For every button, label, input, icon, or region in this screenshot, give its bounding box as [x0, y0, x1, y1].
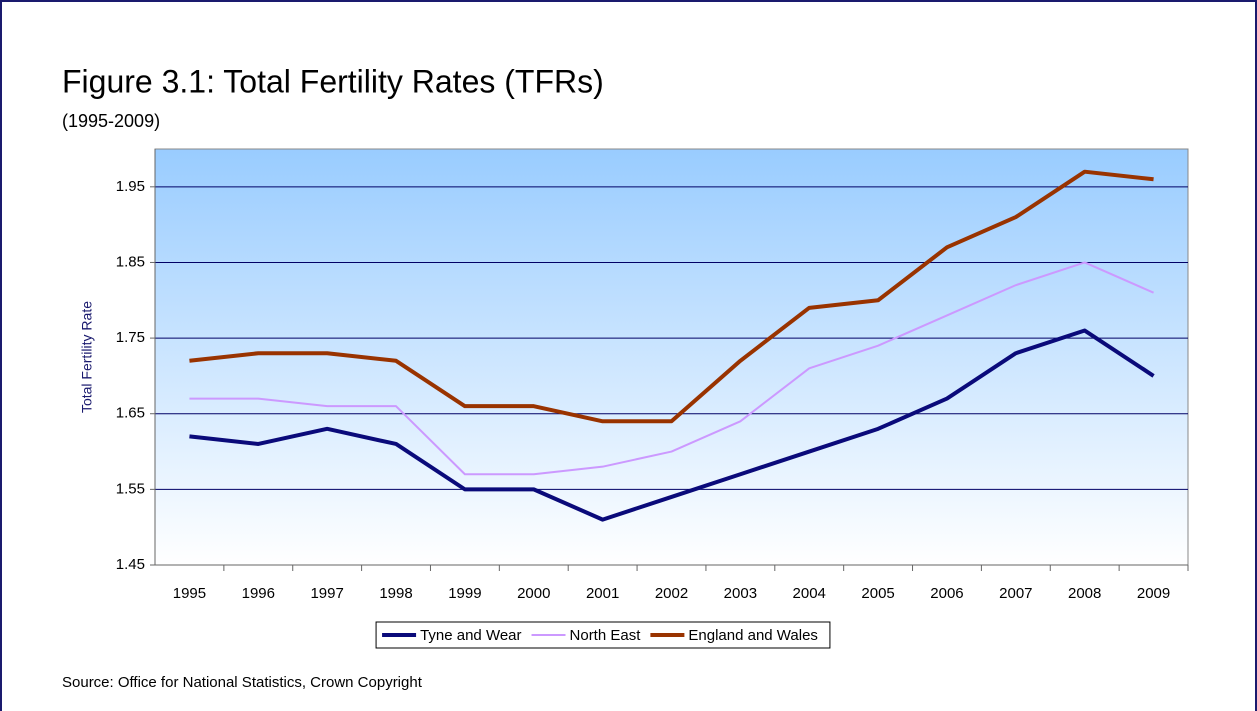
y-tick-label: 1.45 — [116, 556, 145, 573]
y-tick-label: 1.65 — [116, 405, 145, 422]
y-axis-label: Total Fertility Rate — [79, 301, 95, 413]
series-line — [189, 169, 1154, 424]
series-line — [189, 328, 1155, 522]
x-tick-label: 1997 — [310, 585, 343, 602]
x-tick-label: 1998 — [379, 585, 412, 602]
x-tick-label: 2007 — [999, 585, 1032, 602]
plot-area — [154, 148, 1189, 566]
legend-box — [375, 621, 831, 649]
x-tick-label: 1995 — [173, 585, 206, 602]
x-tick-label: 2003 — [724, 585, 757, 602]
x-tick-label: 2009 — [1137, 585, 1170, 602]
series-line — [189, 261, 1154, 476]
x-tick-label: 2006 — [930, 585, 963, 602]
source-note: Source: Office for National Statistics, … — [62, 674, 423, 691]
legend-label: North East — [570, 627, 642, 644]
legend-label: Tyne and Wear — [420, 627, 521, 644]
legend: Tyne and Wear North East England and Wales — [375, 621, 831, 649]
chart-subtitle: (1995-2009) — [62, 111, 160, 131]
x-tick-label: 2002 — [655, 585, 688, 602]
x-tick-label: 2005 — [861, 585, 894, 602]
x-tick-label: 1996 — [242, 585, 275, 602]
x-tick-label: 2008 — [1068, 585, 1101, 602]
y-tick-label: 1.95 — [116, 178, 145, 195]
x-tick-label: 1999 — [448, 585, 481, 602]
y-tick-label: 1.75 — [116, 329, 145, 346]
y-tick-label: 1.55 — [116, 480, 145, 497]
x-tick-label: 2004 — [793, 585, 826, 602]
legend-label: England and Wales — [688, 627, 818, 644]
y-tick-label: 1.85 — [116, 253, 145, 270]
x-tick-label: 2000 — [517, 585, 550, 602]
x-tick-label: 2001 — [586, 585, 619, 602]
chart-title: Figure 3.1: Total Fertility Rates (TFRs) — [62, 63, 604, 99]
